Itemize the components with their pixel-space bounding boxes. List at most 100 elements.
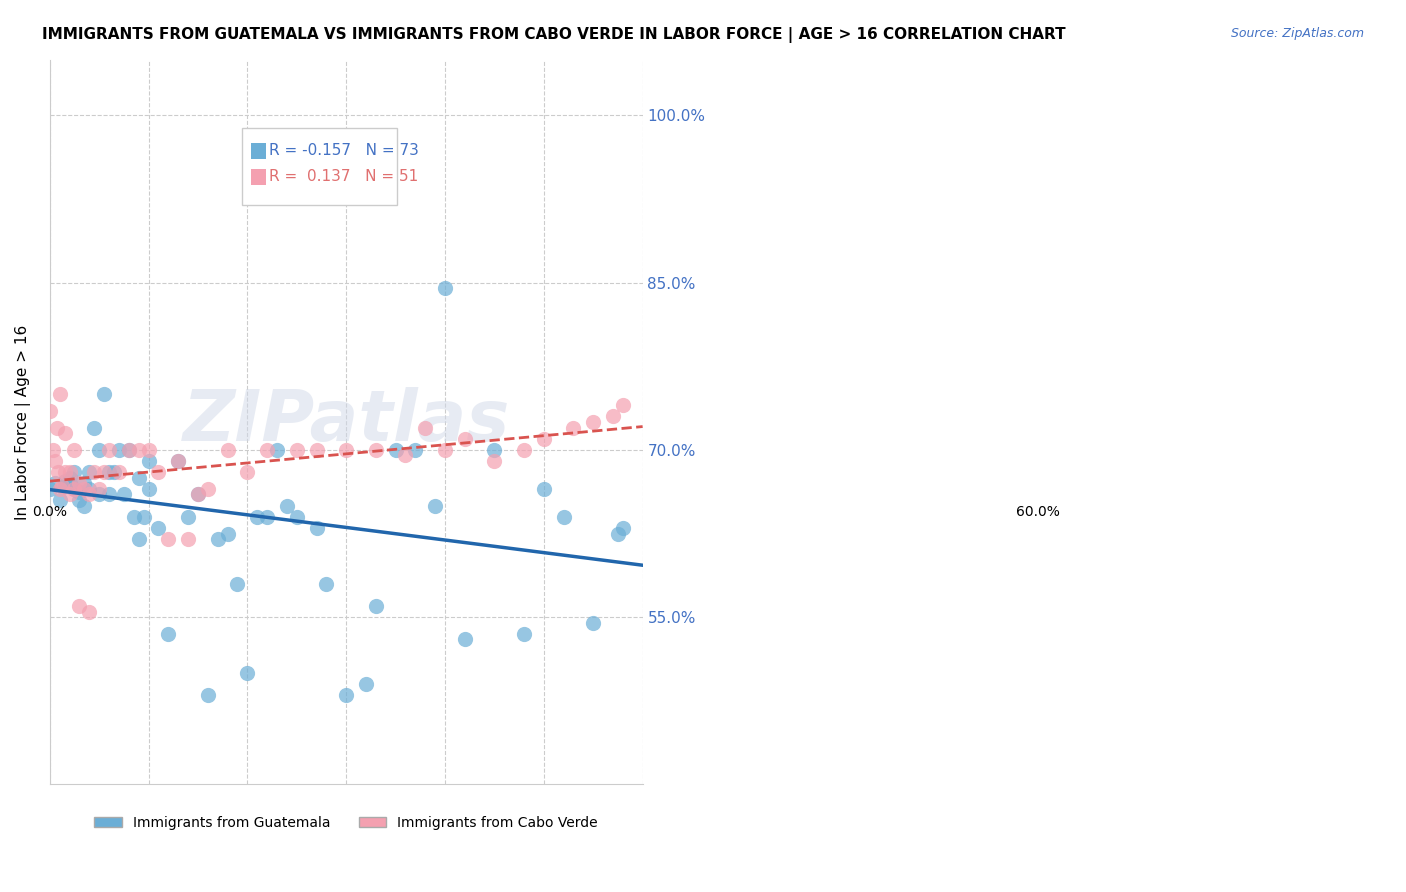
Point bbox=[354, 677, 377, 691]
Point bbox=[533, 482, 555, 496]
Point bbox=[63, 482, 86, 496]
Point bbox=[89, 482, 111, 496]
Point bbox=[404, 442, 426, 457]
Text: ZIPatlas: ZIPatlas bbox=[183, 387, 510, 457]
Point bbox=[207, 532, 229, 546]
Point bbox=[582, 615, 605, 630]
Point bbox=[132, 509, 155, 524]
Point bbox=[394, 449, 416, 463]
Point bbox=[77, 465, 100, 479]
Point bbox=[98, 465, 121, 479]
Point bbox=[53, 474, 76, 488]
Point bbox=[128, 442, 150, 457]
Point bbox=[364, 442, 387, 457]
Point bbox=[67, 476, 90, 491]
Point bbox=[67, 599, 90, 613]
Point bbox=[48, 482, 70, 496]
Text: 60.0%: 60.0% bbox=[1017, 506, 1060, 519]
Point bbox=[364, 599, 387, 613]
Point bbox=[484, 454, 506, 468]
Point bbox=[138, 454, 160, 468]
Point bbox=[484, 442, 506, 457]
Point bbox=[73, 476, 96, 491]
Point bbox=[335, 688, 357, 702]
Point bbox=[167, 454, 190, 468]
Point bbox=[108, 442, 131, 457]
Point bbox=[335, 442, 357, 457]
Point bbox=[51, 478, 73, 492]
Text: 0.0%: 0.0% bbox=[32, 506, 67, 519]
FancyBboxPatch shape bbox=[252, 143, 266, 159]
Text: R = -0.157   N = 73: R = -0.157 N = 73 bbox=[269, 143, 419, 158]
Point bbox=[138, 442, 160, 457]
Text: R =  0.137   N = 51: R = 0.137 N = 51 bbox=[269, 169, 419, 184]
Point bbox=[246, 509, 269, 524]
Point bbox=[98, 487, 121, 501]
FancyBboxPatch shape bbox=[242, 128, 396, 204]
Point bbox=[148, 521, 170, 535]
Point bbox=[553, 509, 575, 524]
Point bbox=[89, 442, 111, 457]
Point bbox=[582, 415, 605, 429]
Point bbox=[138, 482, 160, 496]
Point bbox=[285, 442, 308, 457]
Point bbox=[98, 442, 121, 457]
Point bbox=[606, 526, 628, 541]
Point bbox=[44, 476, 66, 491]
Point bbox=[612, 398, 634, 412]
Point bbox=[236, 465, 259, 479]
Point bbox=[197, 482, 219, 496]
Point bbox=[77, 482, 100, 496]
Point bbox=[103, 465, 125, 479]
Point bbox=[83, 465, 105, 479]
Point bbox=[38, 404, 60, 418]
Point bbox=[128, 532, 150, 546]
Point bbox=[256, 442, 278, 457]
Point bbox=[256, 509, 278, 524]
Point bbox=[48, 387, 70, 401]
Point bbox=[118, 442, 141, 457]
Point bbox=[236, 665, 259, 680]
Point bbox=[77, 487, 100, 501]
Point bbox=[513, 627, 536, 641]
Point bbox=[157, 627, 180, 641]
Point bbox=[167, 454, 190, 468]
Legend: Immigrants from Guatemala, Immigrants from Cabo Verde: Immigrants from Guatemala, Immigrants fr… bbox=[89, 810, 603, 836]
Point bbox=[73, 499, 96, 513]
Point bbox=[63, 482, 86, 496]
Point bbox=[58, 471, 80, 485]
Point bbox=[266, 442, 288, 457]
Point bbox=[63, 442, 86, 457]
Point bbox=[93, 387, 115, 401]
Point bbox=[63, 465, 86, 479]
Point bbox=[73, 482, 96, 496]
Point bbox=[423, 499, 446, 513]
Point bbox=[384, 442, 406, 457]
Point bbox=[315, 576, 337, 591]
Point bbox=[67, 485, 90, 500]
Point bbox=[177, 532, 200, 546]
Point bbox=[305, 442, 328, 457]
Y-axis label: In Labor Force | Age > 16: In Labor Force | Age > 16 bbox=[15, 325, 31, 520]
Point bbox=[122, 509, 145, 524]
Point bbox=[217, 442, 239, 457]
Point bbox=[217, 526, 239, 541]
Point bbox=[44, 454, 66, 468]
Point bbox=[187, 487, 209, 501]
Point bbox=[276, 499, 298, 513]
Point bbox=[602, 409, 624, 424]
Point bbox=[108, 465, 131, 479]
Point bbox=[93, 465, 115, 479]
Point bbox=[513, 442, 536, 457]
Point bbox=[41, 442, 63, 457]
Point bbox=[226, 576, 249, 591]
Point bbox=[48, 493, 70, 508]
Point bbox=[46, 465, 69, 479]
Point bbox=[53, 465, 76, 479]
Point bbox=[58, 476, 80, 491]
Point bbox=[77, 605, 100, 619]
Point bbox=[67, 493, 90, 508]
Point bbox=[187, 487, 209, 501]
Point bbox=[53, 426, 76, 441]
Point bbox=[177, 509, 200, 524]
